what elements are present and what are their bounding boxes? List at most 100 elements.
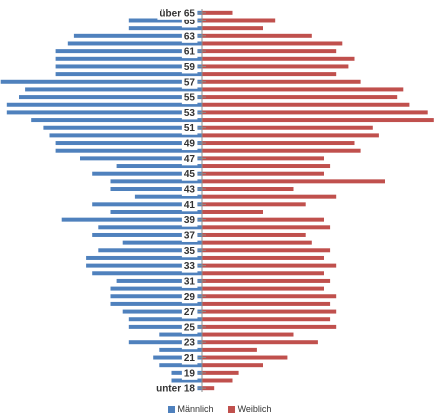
bar-female-59 <box>202 64 349 69</box>
bar-male-32 <box>92 271 202 276</box>
bar-male-31 <box>116 278 202 283</box>
bar-male-52 <box>31 118 203 123</box>
y-tick-label-background <box>181 275 198 288</box>
bar-male-53 <box>6 110 202 115</box>
y-tick-label: 51 <box>184 123 196 134</box>
y-tick-label-background <box>181 229 198 242</box>
y-tick-label-background <box>181 184 198 197</box>
bar-male-23 <box>128 340 202 345</box>
y-tick-label: unter 18 <box>156 384 195 395</box>
bar-male-26 <box>128 317 202 322</box>
bar-female-21 <box>202 355 288 360</box>
bar-female-53 <box>202 110 428 115</box>
bar-male-39 <box>61 217 203 222</box>
chart-legend: Männlich Weiblich <box>0 402 439 416</box>
y-tick-label: 41 <box>184 200 196 211</box>
bar-male-27 <box>122 309 202 314</box>
bar-male-63 <box>73 33 203 38</box>
bar-male-44 <box>110 179 202 184</box>
y-tick-label-background <box>181 46 198 59</box>
bar-female-58 <box>202 72 337 77</box>
bar-male-50 <box>49 133 202 138</box>
y-tick-label-background <box>181 168 198 181</box>
y-tick-label-background <box>181 367 198 380</box>
y-tick-label: 57 <box>184 77 196 88</box>
y-tick-label-background <box>181 30 198 43</box>
y-tick-label-background <box>154 383 198 396</box>
legend-swatch-female <box>227 405 235 413</box>
bar-female-20 <box>202 363 263 368</box>
y-tick-label: 47 <box>184 154 196 165</box>
pyramid-plot: unter 18 19 21 23 25 27 29 31 33 35 37 39 41 43 45 47 49… <box>0 7 434 396</box>
bar-male-45 <box>92 171 202 176</box>
y-tick-label: 19 <box>184 368 196 379</box>
bar-female-55 <box>202 95 398 100</box>
bar-female-60 <box>202 56 355 61</box>
bar-male-54 <box>6 102 202 107</box>
bar-female-44 <box>202 179 385 184</box>
bar-female-33 <box>202 263 337 268</box>
bar-female-24 <box>202 332 294 337</box>
bar-female-48 <box>202 148 361 153</box>
bar-female-34 <box>202 255 324 260</box>
bar-male-24 <box>159 332 202 337</box>
y-tick-label-background <box>181 337 198 350</box>
y-tick-label-background <box>181 122 198 135</box>
y-tick-label: 49 <box>184 139 196 150</box>
y-tick-label-background <box>181 76 198 89</box>
bar-female-61 <box>202 49 337 54</box>
bar-female-37 <box>202 232 306 237</box>
bar-male-60 <box>55 56 202 61</box>
bar-female-38 <box>202 225 331 230</box>
bar-male-41 <box>92 202 202 207</box>
bar-male-64 <box>128 26 202 31</box>
y-tick-label-background <box>181 306 198 319</box>
bar-male-56 <box>25 87 202 92</box>
y-tick-label-background <box>181 245 198 258</box>
bar-female-19 <box>202 370 239 375</box>
legend-item-female: Weiblich <box>227 404 271 414</box>
bar-male-36 <box>122 240 202 245</box>
bar-female-27 <box>202 309 337 314</box>
bar-female-28 <box>202 301 331 306</box>
bar-female-62 <box>202 41 343 46</box>
bar-male-29 <box>110 294 202 299</box>
y-tick-label-background <box>181 138 198 151</box>
bar-male-49 <box>55 141 202 146</box>
bar-male-46 <box>116 164 202 169</box>
y-tick-label-background <box>181 352 198 365</box>
y-tick-label: 25 <box>184 322 196 333</box>
bar-female-51 <box>202 125 373 130</box>
bar-female-47 <box>202 156 324 161</box>
y-tick-label-background <box>181 214 198 227</box>
bar-female-40 <box>202 209 263 214</box>
bar-male-51 <box>43 125 203 130</box>
y-tick-label-background <box>181 92 198 105</box>
y-tick-label: 35 <box>184 246 196 257</box>
bar-male-40 <box>110 209 202 214</box>
bar-female-56 <box>202 87 404 92</box>
bar-female-35 <box>202 248 331 253</box>
y-tick-label: 23 <box>184 338 196 349</box>
y-tick-label: 21 <box>184 353 196 364</box>
bar-female-32 <box>202 271 324 276</box>
y-tick-label-background <box>181 321 198 334</box>
y-tick-label: 27 <box>184 307 196 318</box>
y-tick-label: 65 <box>184 16 196 27</box>
bar-male-62 <box>67 41 202 46</box>
bar-female-36 <box>202 240 312 245</box>
bar-female-25 <box>202 324 337 329</box>
bar-male-57 <box>0 79 203 84</box>
bar-female-unter 18 <box>202 386 215 391</box>
bar-male-35 <box>98 248 202 253</box>
bar-female-45 <box>202 171 324 176</box>
bar-female-43 <box>202 187 294 192</box>
bar-male-42 <box>134 194 202 199</box>
legend-item-male: Männlich <box>167 404 214 414</box>
y-tick-label-background <box>181 199 198 212</box>
y-tick-label-background <box>181 291 198 304</box>
y-tick-label-background <box>181 153 198 166</box>
bar-male-33 <box>86 263 202 268</box>
bar-male-18 <box>171 378 202 383</box>
y-tick-label-background <box>157 7 198 20</box>
